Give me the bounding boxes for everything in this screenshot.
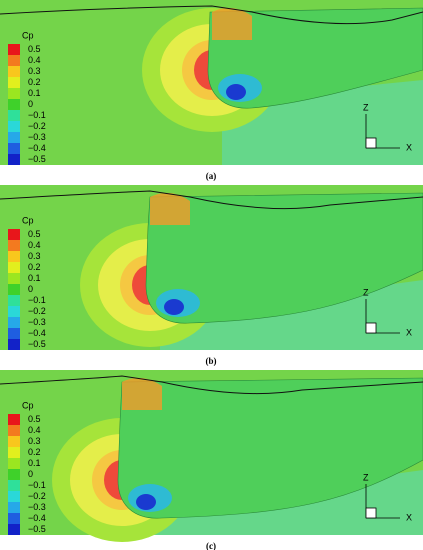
legend-label: −0.3	[28, 132, 46, 142]
legend-title: Cp	[22, 400, 34, 410]
legend-label: 0.1	[28, 88, 41, 98]
legend-swatch	[8, 469, 20, 480]
axis-box	[365, 137, 377, 149]
axis-box	[365, 322, 377, 334]
legend-title: Cp	[22, 215, 34, 225]
legend-label: 0.2	[28, 77, 41, 87]
legend-swatch	[8, 524, 20, 535]
waterline	[0, 375, 423, 395]
hull-top	[212, 7, 252, 41]
legend-label: −0.1	[28, 480, 46, 490]
legend-swatch	[8, 99, 20, 110]
legend-label: −0.3	[28, 502, 46, 512]
legend-swatch	[8, 458, 20, 469]
legend-swatch	[8, 154, 20, 165]
legend-label: −0.5	[28, 154, 46, 164]
legend-label: 0.2	[28, 447, 41, 457]
legend-label: 0.3	[28, 66, 41, 76]
axis-x-label: X	[406, 512, 412, 522]
legend-swatch	[8, 480, 20, 491]
legend-swatch	[8, 491, 20, 502]
legend-swatch	[8, 339, 20, 350]
hull-suction	[226, 84, 246, 100]
legend-label: 0	[28, 469, 33, 479]
axis-box	[365, 507, 377, 519]
legend-label: −0.1	[28, 110, 46, 120]
waterline	[0, 190, 423, 210]
legend-title: Cp	[22, 30, 34, 40]
legend-swatch	[8, 143, 20, 154]
legend-label: 0.2	[28, 262, 41, 272]
legend-swatch	[8, 447, 20, 458]
legend-label: −0.5	[28, 524, 46, 534]
legend-label: 0	[28, 99, 33, 109]
legend-swatch	[8, 110, 20, 121]
legend-swatch	[8, 273, 20, 284]
hull	[117, 377, 423, 519]
legend-label: −0.2	[28, 121, 46, 131]
axis-x-label: X	[406, 327, 412, 337]
legend-swatch	[8, 121, 20, 132]
legend-swatch	[8, 132, 20, 143]
legend-label: 0.3	[28, 251, 41, 261]
panel: Cp 0.50.40.30.20.10−0.1−0.2−0.3−0.4−0.5 Z X	[0, 185, 423, 350]
hull-top	[122, 377, 162, 410]
legend-swatch	[8, 425, 20, 436]
hull-suction	[136, 494, 156, 510]
legend-swatch	[8, 251, 20, 262]
hull-top	[150, 192, 190, 225]
hull	[145, 192, 423, 324]
legend-label: 0.1	[28, 458, 41, 468]
panel-caption: (c)	[206, 541, 216, 550]
panel-caption: (a)	[206, 171, 217, 181]
legend-label: 0.4	[28, 240, 41, 250]
panel-caption: (b)	[206, 356, 217, 366]
legend-swatch	[8, 284, 20, 295]
legend-label: −0.4	[28, 143, 46, 153]
hull-suction	[164, 299, 184, 315]
legend-swatch	[8, 55, 20, 66]
legend-label: −0.4	[28, 513, 46, 523]
legend-label: 0.1	[28, 273, 41, 283]
axis-z-label: Z	[363, 287, 369, 297]
legend-swatch	[8, 295, 20, 306]
panel: Cp 0.50.40.30.20.10−0.1−0.2−0.3−0.4−0.5 Z X	[0, 0, 423, 165]
legend-label: 0.5	[28, 414, 41, 424]
axis-x-label: X	[406, 142, 412, 152]
legend-label: −0.5	[28, 339, 46, 349]
legend-label: 0.4	[28, 55, 41, 65]
legend-swatch	[8, 88, 20, 99]
legend-swatch	[8, 229, 20, 240]
panel: Cp 0.50.40.30.20.10−0.1−0.2−0.3−0.4−0.5 Z X	[0, 370, 423, 542]
legend-swatch	[8, 414, 20, 425]
legend-label: −0.3	[28, 317, 46, 327]
legend-swatch	[8, 66, 20, 77]
legend-label: 0.5	[28, 229, 41, 239]
waterline	[0, 5, 423, 25]
legend-label: 0	[28, 284, 33, 294]
legend-label: −0.2	[28, 491, 46, 501]
legend-swatch	[8, 513, 20, 524]
legend-swatch	[8, 77, 20, 88]
legend-swatch	[8, 44, 20, 55]
legend-swatch	[8, 436, 20, 447]
legend-swatch	[8, 317, 20, 328]
legend-label: 0.5	[28, 44, 41, 54]
legend-swatch	[8, 240, 20, 251]
legend-label: 0.3	[28, 436, 41, 446]
legend-swatch	[8, 328, 20, 339]
legend-label: 0.4	[28, 425, 41, 435]
legend-label: −0.1	[28, 295, 46, 305]
legend-label: −0.4	[28, 328, 46, 338]
legend-swatch	[8, 306, 20, 317]
hull	[207, 7, 423, 109]
legend-label: −0.2	[28, 306, 46, 316]
axis-z-label: Z	[363, 472, 369, 482]
legend-swatch	[8, 262, 20, 273]
legend-swatch	[8, 502, 20, 513]
axis-z-label: Z	[363, 102, 369, 112]
